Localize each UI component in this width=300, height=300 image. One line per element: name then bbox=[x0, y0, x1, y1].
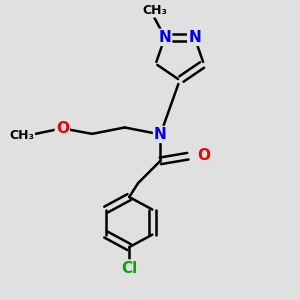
Text: O: O bbox=[56, 121, 69, 136]
Text: N: N bbox=[154, 127, 167, 142]
Text: CH₃: CH₃ bbox=[142, 4, 167, 16]
Text: N: N bbox=[158, 30, 171, 45]
Text: O: O bbox=[198, 148, 211, 163]
Text: Cl: Cl bbox=[121, 260, 137, 275]
Text: CH₃: CH₃ bbox=[9, 129, 34, 142]
Text: N: N bbox=[188, 30, 201, 45]
